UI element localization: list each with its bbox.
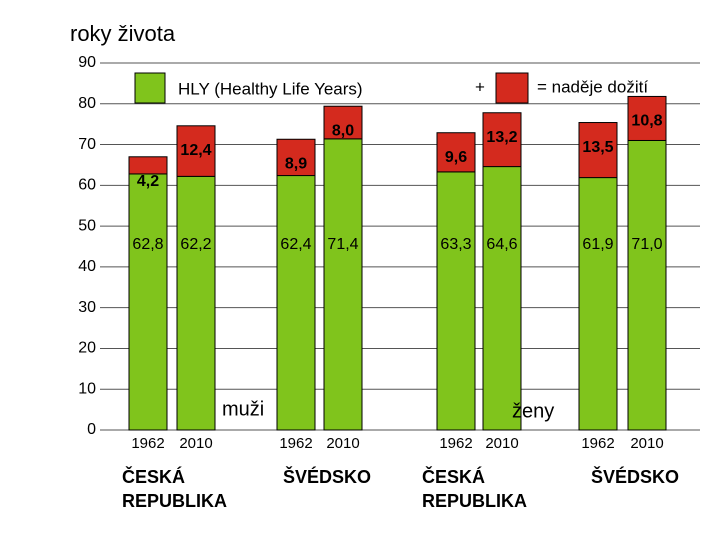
value-label: 12,4 [180,142,211,159]
bar-segment [578,177,618,431]
bar-segment [578,122,618,179]
legend-total: = naděje dožití [537,77,648,96]
y-axis-label: roky života [70,21,176,46]
value-label: 13,2 [486,129,517,146]
value-label: 61,9 [582,236,613,253]
x-tick-label: 2010 [179,435,212,452]
legend-swatch [134,72,166,104]
value-label: 62,8 [132,236,163,253]
country-label: ŠVÉDSKO [282,467,372,487]
value-label: 10,8 [631,113,662,130]
x-tick-label: 1962 [439,435,472,452]
bar-segment [323,105,363,140]
value-label: 8,9 [285,155,307,172]
y-tick-label: 60 [78,177,96,194]
x-tick-label: 1962 [581,435,614,452]
y-tick-label: 30 [78,299,96,316]
bar-segment [627,139,667,431]
bar-segment [128,156,168,175]
value-label: 62,2 [180,236,211,253]
bar-segment [176,175,216,431]
y-tick-label: 50 [78,217,96,234]
bar-segment [323,138,363,431]
value-label: 62,4 [280,236,311,253]
x-tick-label: 1962 [279,435,312,452]
bar-segment [276,138,316,177]
country-label: ČESKÁ REPUBLIKA [122,467,228,511]
value-label: 9,6 [445,149,467,166]
y-tick-label: 40 [78,258,96,275]
legend-swatch [495,72,529,104]
bar-segment [482,166,522,431]
value-label: 4,2 [137,173,159,190]
value-label: 71,4 [327,236,358,253]
y-tick-label: 70 [78,136,96,153]
bar-segment [176,125,216,177]
group-label: ženy [512,400,554,422]
legend-plus: + [475,77,485,96]
x-tick-label: 1962 [131,435,164,452]
value-label: 8,0 [332,122,354,139]
value-label: 63,3 [440,236,471,253]
group-label: muži [222,398,264,420]
y-tick-label: 80 [78,95,96,112]
bar-segment [436,132,476,173]
value-label: 64,6 [486,236,517,253]
bar-segment [436,171,476,431]
bar-segment [276,175,316,431]
y-tick-label: 90 [78,54,96,71]
bar-segment [627,95,667,141]
x-tick-label: 2010 [630,435,663,452]
y-tick-label: 20 [78,340,96,357]
country-label: ČESKÁ REPUBLIKA [422,467,528,511]
value-label: 71,0 [631,236,662,253]
x-tick-label: 2010 [326,435,359,452]
bar-segment [128,173,168,431]
legend-label: HLY (Healthy Life Years) [178,79,363,98]
country-label: ŠVÉDSKO [590,467,680,487]
y-tick-label: 10 [78,380,96,397]
value-label: 13,5 [582,139,613,156]
bar-segment [482,112,522,168]
y-tick-label: 0 [87,421,96,438]
x-tick-label: 2010 [485,435,518,452]
